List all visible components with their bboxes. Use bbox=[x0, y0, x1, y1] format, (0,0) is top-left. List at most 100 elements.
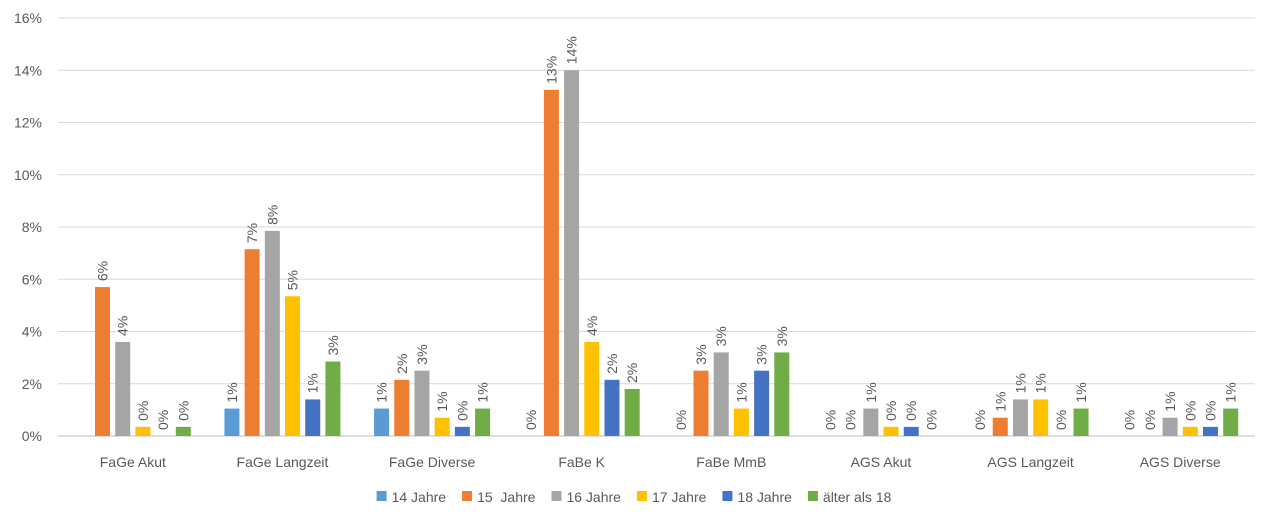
legend-item: 16 Jahre bbox=[551, 489, 621, 505]
x-tick-label: AGS Langzeit bbox=[987, 454, 1073, 470]
data-label: 1% bbox=[1162, 391, 1178, 411]
y-tick-label: 8% bbox=[22, 219, 42, 235]
legend-item: 14 Jahre bbox=[376, 489, 446, 505]
bar bbox=[693, 370, 709, 436]
y-tick-label: 10% bbox=[14, 167, 42, 183]
bar bbox=[863, 408, 879, 436]
y-tick-label: 4% bbox=[22, 324, 42, 340]
legend-item: älter als 18 bbox=[807, 489, 892, 505]
y-tick-label: 12% bbox=[14, 115, 42, 131]
x-tick-label: FaGe Langzeit bbox=[237, 454, 329, 470]
data-label: 3% bbox=[713, 326, 729, 346]
bar bbox=[325, 361, 341, 436]
data-label: 1% bbox=[305, 373, 321, 393]
y-tick-label: 14% bbox=[14, 62, 42, 78]
data-label: 0% bbox=[673, 410, 689, 430]
data-label: 1% bbox=[374, 382, 390, 402]
legend-item: 17 Jahre bbox=[636, 489, 707, 505]
y-axis-ticks: 0% 2% 4% 6% 8% 10% 12% 14% 16% bbox=[14, 10, 42, 444]
data-label: 3% bbox=[414, 344, 430, 364]
data-label: 1% bbox=[1073, 382, 1089, 402]
data-label: 2% bbox=[394, 354, 410, 374]
data-label: 7% bbox=[244, 223, 260, 243]
data-label: 3% bbox=[693, 344, 709, 364]
bar bbox=[305, 399, 321, 436]
legend-label: 17 Jahre bbox=[652, 489, 707, 505]
data-label: 0% bbox=[972, 410, 988, 430]
data-label: 4% bbox=[584, 316, 600, 336]
x-tick-label: AGS Diverse bbox=[1140, 454, 1221, 470]
data-label: 3% bbox=[754, 344, 770, 364]
data-label: 0% bbox=[454, 401, 470, 421]
bar bbox=[1012, 399, 1028, 436]
data-label: 1% bbox=[992, 391, 1008, 411]
data-label: 0% bbox=[1122, 410, 1138, 430]
bar bbox=[1162, 417, 1178, 436]
legend-label: 18 Jahre bbox=[737, 489, 792, 505]
bar bbox=[1182, 426, 1198, 436]
bars bbox=[95, 70, 1239, 436]
data-label: 4% bbox=[115, 316, 131, 336]
gridlines bbox=[58, 17, 1255, 437]
data-label: 0% bbox=[1142, 410, 1158, 430]
data-label: 1% bbox=[1223, 382, 1239, 402]
bar bbox=[135, 426, 151, 436]
data-label: 0% bbox=[903, 401, 919, 421]
x-tick-label: FaBe K bbox=[558, 454, 605, 470]
bar bbox=[1033, 399, 1049, 436]
bar bbox=[992, 417, 1008, 436]
legend-swatch bbox=[462, 491, 473, 501]
bar bbox=[434, 417, 450, 436]
bar bbox=[883, 426, 899, 436]
data-label: 0% bbox=[883, 401, 899, 421]
bar bbox=[264, 230, 280, 436]
x-tick-label: AGS Akut bbox=[851, 454, 912, 470]
bar bbox=[394, 379, 410, 436]
data-label: 0% bbox=[135, 401, 151, 421]
data-label: 14% bbox=[564, 36, 580, 64]
legend-swatch bbox=[807, 491, 818, 501]
data-label: 1% bbox=[1033, 373, 1049, 393]
data-label: 1% bbox=[733, 382, 749, 402]
data-label: 1% bbox=[475, 382, 491, 402]
x-tick-label: FaGe Akut bbox=[100, 454, 166, 470]
data-label: 6% bbox=[95, 261, 111, 281]
legend-label: 16 Jahre bbox=[566, 489, 621, 505]
data-label: 0% bbox=[1053, 410, 1069, 430]
legend-swatch bbox=[636, 491, 647, 501]
bar bbox=[1223, 408, 1239, 436]
bar bbox=[604, 379, 620, 436]
data-label: 1% bbox=[1012, 373, 1028, 393]
bar bbox=[95, 287, 111, 436]
data-label: 0% bbox=[1182, 401, 1198, 421]
bar bbox=[244, 249, 260, 436]
legend: 14 Jahre 15 Jahre 16 Jahre 17 Jahre 18 Jahre… bbox=[376, 489, 892, 505]
data-label: 5% bbox=[285, 270, 301, 290]
bar bbox=[543, 89, 559, 436]
bar bbox=[733, 408, 749, 436]
bar bbox=[624, 388, 640, 436]
legend-swatch bbox=[722, 491, 733, 501]
bar bbox=[175, 426, 191, 436]
data-label: 0% bbox=[1202, 401, 1218, 421]
bar bbox=[774, 352, 790, 436]
bar bbox=[1202, 426, 1218, 436]
x-tick-label: FaGe Diverse bbox=[389, 454, 476, 470]
bar bbox=[224, 408, 240, 436]
x-axis-ticks: FaGe Akut FaGe Langzeit FaGe Diverse FaBe K… bbox=[100, 454, 1221, 470]
bar bbox=[1073, 408, 1089, 436]
legend-label: 15 Jahre bbox=[477, 489, 536, 505]
data-label: 13% bbox=[543, 56, 559, 84]
data-label: 1% bbox=[434, 391, 450, 411]
data-label: 0% bbox=[175, 401, 191, 421]
y-tick-label: 2% bbox=[22, 376, 42, 392]
legend-swatch bbox=[376, 491, 387, 501]
data-label: 0% bbox=[843, 410, 859, 430]
bar bbox=[374, 408, 390, 436]
data-label: 3% bbox=[325, 335, 341, 355]
y-tick-label: 16% bbox=[14, 10, 42, 26]
bar bbox=[475, 408, 491, 436]
data-label: 0% bbox=[523, 410, 539, 430]
